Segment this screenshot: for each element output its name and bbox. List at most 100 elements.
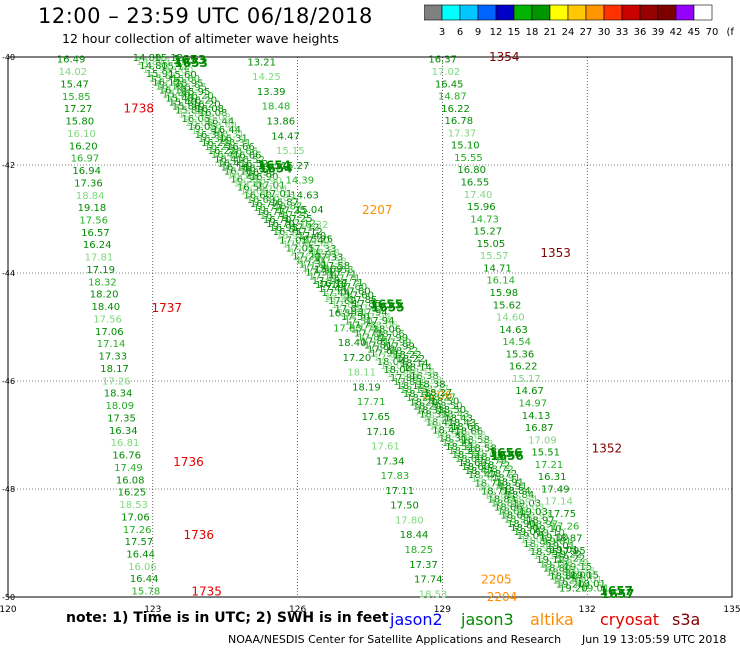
swh-value: 18.22 — [390, 346, 419, 357]
swh-value: 18.58 — [465, 439, 494, 450]
swh-value: 18.33 — [419, 409, 448, 420]
swh-value: 19.01 — [543, 537, 572, 548]
swh-value: 17.20 — [289, 247, 318, 258]
pass-time-label: 1653 — [173, 53, 206, 67]
swh-value: 17.62 — [335, 304, 364, 315]
swh-value: 19.22 — [560, 558, 589, 569]
swh-value: 16.08 — [199, 108, 228, 119]
swh-value: 16.41 — [211, 150, 240, 161]
credit-line: NOAA/NESDIS Center for Satellite Applica… — [228, 633, 562, 646]
swh-value: 18.58 — [461, 435, 490, 446]
swh-value: 16.94 — [72, 166, 101, 177]
swh-value: 16.55 — [234, 179, 263, 190]
swh-value: 18.06 — [376, 329, 405, 340]
swh-value: 18.38 — [417, 380, 446, 391]
swh-value: 14.13 — [522, 411, 551, 422]
swh-value: 18.27 — [420, 384, 449, 395]
swh-value: 17.26 — [551, 521, 580, 532]
swh-value: 18.30 — [439, 434, 468, 445]
swh-value: 18.15 — [403, 389, 432, 400]
swh-value: 17.81 — [361, 337, 390, 348]
swh-value: 16.08 — [202, 112, 231, 123]
swh-value: 17.58 — [322, 261, 351, 272]
swh-value: 18.66 — [494, 503, 523, 514]
swh-value: 16.18 — [221, 162, 250, 173]
swh-value: 18.90 — [510, 523, 539, 534]
swh-value: 18.27 — [424, 388, 453, 399]
swh-value: 17.81 — [364, 341, 393, 352]
page-subtitle: 12 hour collection of altimeter wave hei… — [62, 31, 339, 46]
y-tick-label: -42 — [2, 161, 15, 170]
swh-value: 15.36 — [506, 349, 535, 360]
swh-value: 18.30 — [435, 430, 464, 441]
swh-value: 19.01 — [577, 579, 606, 590]
swh-value: 16.59 — [328, 309, 357, 320]
pass-time-label: 1736 — [183, 528, 214, 542]
swh-value: 18.47 — [465, 466, 494, 477]
swh-value: 18.66 — [458, 431, 487, 442]
swh-value: 15.47 — [60, 79, 89, 90]
colorbar-tick-label: 33 — [616, 27, 629, 38]
swh-value: 17.80 — [395, 515, 424, 526]
swh-value: 17.06 — [95, 327, 124, 338]
swh-value: 16.87 — [270, 197, 299, 208]
swh-value: 18.79 — [475, 452, 504, 463]
swh-value: 16.22 — [201, 138, 230, 149]
swh-value: 19.20 — [556, 580, 585, 591]
swh-value: 19.22 — [557, 554, 586, 565]
swh-value: 16.10 — [67, 129, 96, 140]
swh-value: 17.88 — [390, 373, 419, 384]
swh-value: 16.66 — [229, 146, 258, 157]
swh-value: 18.60 — [458, 458, 487, 469]
swh-value: 18.53 — [419, 589, 448, 600]
swh-value: 17.27 — [64, 104, 93, 115]
swh-value: 16.90 — [247, 168, 276, 179]
swh-value: 18.70 — [560, 558, 589, 569]
swh-value: 18.50 — [434, 401, 463, 412]
swh-value: 18.95 — [523, 539, 552, 550]
swh-value: 18.72 — [482, 460, 511, 471]
swh-value: 15.27 — [281, 161, 310, 172]
swh-value: 17.44 — [325, 292, 354, 303]
swh-value: 17.62 — [328, 296, 357, 307]
x-tick-label: 120 — [0, 605, 17, 615]
swh-value: 14.60 — [496, 313, 525, 324]
swh-value: 17.12 — [291, 223, 320, 234]
swh-value: 17.71 — [335, 278, 364, 289]
swh-value: 17.92 — [367, 345, 396, 356]
pass-time-label: 2204 — [487, 590, 518, 604]
swh-value: 16.60 — [243, 191, 272, 202]
pass-time-label: 1737 — [152, 301, 183, 315]
swh-value: 17.71 — [357, 397, 386, 408]
swh-value: 19.20 — [559, 584, 588, 595]
swh-value: 16.87 — [267, 193, 296, 204]
swh-value: 19.15 — [567, 566, 596, 577]
swh-value: 18.06 — [373, 325, 402, 336]
swh-value: 18.83 — [491, 499, 520, 510]
swh-value: 18.47 — [471, 474, 500, 485]
swh-value: 15.40 — [165, 94, 194, 105]
swh-value: 18.66 — [454, 426, 483, 437]
swh-value: 18.27 — [427, 392, 456, 403]
swh-value: 18.32 — [88, 277, 117, 288]
swh-value: 19.03 — [516, 503, 545, 514]
swh-value: 18.91 — [499, 482, 528, 493]
swh-value: 17.25 — [284, 214, 313, 225]
swh-value: 16.95 — [273, 227, 302, 238]
swh-value: 18.41 — [432, 426, 461, 437]
swh-value: 18.40 — [338, 338, 367, 349]
colorbar-tick-label: 12 — [490, 27, 503, 38]
colorbar-tick-label: 24 — [562, 27, 575, 38]
swh-value: 16.22 — [208, 146, 237, 157]
pass-time-label: 1656 — [490, 449, 523, 463]
swh-value: 17.61 — [371, 442, 400, 453]
swh-value: 16.52 — [240, 159, 269, 170]
swh-value: 16.05 — [182, 114, 211, 125]
swh-value: 17.40 — [464, 190, 493, 201]
swh-value: 18.14 — [400, 358, 429, 369]
swh-value: 18.90 — [507, 519, 536, 530]
swh-value: 16.14 — [486, 276, 515, 287]
colorbar-tick-label: 27 — [580, 27, 593, 38]
swh-value: 19.10 — [540, 532, 569, 543]
swh-value: 18.17 — [100, 364, 129, 375]
